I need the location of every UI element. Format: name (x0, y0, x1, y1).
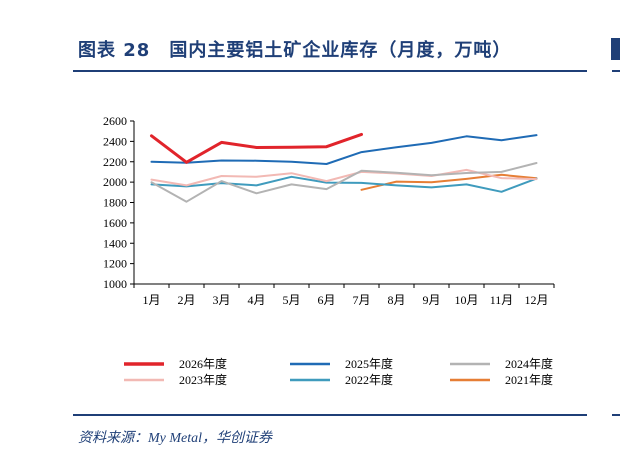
y-tick-label: 1600 (103, 216, 127, 230)
title-divider (73, 70, 587, 72)
series-line-2024年度 (150, 162, 538, 203)
y-tick-label: 1800 (103, 196, 127, 210)
chart-axes: 1000 1200 1400 1600 1800 2000 2200 2400 2600 1月 2月… (103, 114, 555, 307)
legend-label: 2024年度 (505, 356, 553, 371)
adjacent-panel-marker (611, 38, 620, 60)
legend-label: 2025年度 (345, 356, 393, 371)
legend-label: 2023年度 (179, 372, 227, 387)
y-tick-label: 2200 (103, 155, 127, 169)
legend-label: 2021年度 (505, 372, 553, 387)
y-tick-label: 2400 (103, 134, 127, 148)
x-tick-label: 3月 (212, 293, 230, 307)
chart-series (150, 132, 538, 203)
legend-label: 2026年度 (179, 356, 227, 371)
x-tick-label: 9月 (422, 293, 440, 307)
adjacent-panel-divider-bottom (612, 414, 620, 416)
x-tick-label: 2月 (177, 293, 195, 307)
y-tick-label: 2000 (103, 175, 127, 189)
x-tick-label: 1月 (142, 293, 160, 307)
series-line-2021年度 (360, 173, 538, 191)
x-tick-label: 12月 (524, 293, 548, 307)
legend-label: 2022年度 (345, 372, 393, 387)
series-line-2023年度 (150, 168, 538, 187)
adjacent-panel-divider-top (612, 70, 620, 72)
y-tick-label: 1400 (103, 236, 127, 250)
x-tick-label: 5月 (282, 293, 300, 307)
x-tick-label: 6月 (317, 293, 335, 307)
series-line-2026年度 (150, 132, 363, 164)
source-divider (73, 414, 587, 416)
x-tick-label: 7月 (352, 293, 370, 307)
y-tick-label: 2600 (103, 114, 127, 128)
x-tick-label: 10月 (454, 293, 478, 307)
x-tick-label: 8月 (387, 293, 405, 307)
x-tick-label: 11月 (490, 293, 514, 307)
source-note: 资料来源：My Metal，华创证券 (78, 431, 273, 446)
y-tick-label: 1200 (103, 257, 127, 271)
x-tick-label: 4月 (247, 293, 265, 307)
series-line-2025年度 (150, 134, 538, 165)
chart-title: 图表 28 国内主要铝土矿企业库存（月度，万吨） (78, 40, 512, 61)
chart-legend: 2026年度 2025年度 2024年度 2023年度 2022年度 2021年度 (124, 356, 553, 387)
y-tick-label: 1000 (103, 277, 127, 291)
